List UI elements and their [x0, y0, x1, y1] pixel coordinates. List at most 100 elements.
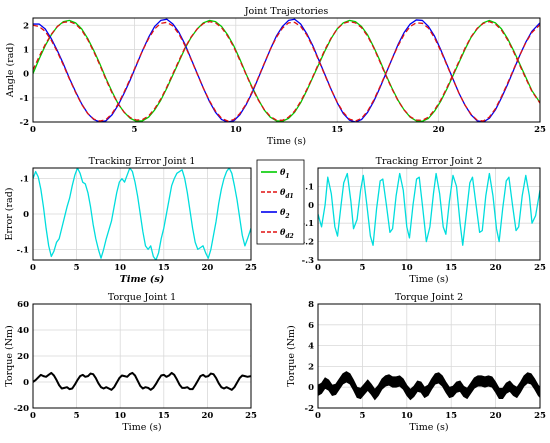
legend-subscript: d2: [285, 233, 293, 240]
x-tick-label: 25: [245, 263, 257, 273]
plot-area: [33, 18, 540, 122]
y-tick-label: 0: [308, 201, 314, 211]
y-tick-label: 6: [308, 321, 314, 331]
chart-title: Tracking Error Joint 1: [89, 156, 196, 167]
chart-err2: 0 5 10 15 20 25 -.3 -.2 -.1 0 .1 Tracking Error Joi…: [286, 156, 546, 285]
y-tick-label: 60: [17, 300, 29, 310]
plot-area: [318, 168, 540, 260]
series-group: [318, 172, 540, 246]
series-line-theta_d1: [33, 20, 540, 121]
y-tick-label: 40: [17, 326, 29, 336]
x-axis-label: Time (s): [409, 274, 448, 285]
x-tick-label: 20: [490, 263, 502, 273]
legend-label-theta_d1: θd1: [280, 187, 294, 200]
x-tick-label: 20: [201, 411, 213, 421]
x-tick-label: 10: [114, 263, 126, 273]
y-tick-label: 0: [23, 210, 29, 220]
legend-label-theta2: θ2: [280, 207, 290, 220]
x-tick-label: 25: [245, 411, 257, 421]
series-line-tau2: [318, 376, 540, 396]
chart-title: Joint Trajectories: [244, 6, 329, 17]
plot-border: [32, 303, 252, 409]
x-tick-label: 20: [201, 263, 213, 273]
x-tick-label: 15: [158, 263, 170, 273]
x-tick-label: 10: [401, 411, 413, 421]
series-line-theta1: [33, 19, 540, 122]
y-tick-label: -2: [305, 404, 315, 414]
chart-title: Torque Joint 2: [395, 292, 463, 303]
y-tick-label: .1: [305, 182, 314, 192]
y-tick-label: 0: [308, 383, 314, 393]
x-tick-label: 5: [359, 411, 365, 421]
legend-label-theta1: θ1: [280, 167, 290, 180]
series-group: [33, 18, 540, 122]
chart-title: Tracking Error Joint 2: [376, 156, 483, 167]
series-group: [318, 371, 540, 401]
legend-symbol: θ: [280, 227, 286, 237]
y-tick-label: -.1: [302, 219, 314, 229]
y-tick-label: -.3: [302, 256, 314, 266]
x-tick-label: 25: [534, 411, 546, 421]
plot-border: [32, 17, 541, 123]
x-axis-label: Time (s): [267, 136, 306, 147]
y-axis-label: Torque (Nm): [286, 325, 297, 386]
y-tick-label: -.2: [302, 238, 314, 248]
x-tick-label: 10: [114, 411, 126, 421]
y-tick-label: -1: [20, 94, 30, 104]
y-tick-label: -20: [14, 404, 29, 414]
y-tick-label: 1: [23, 45, 29, 55]
plot-border: [32, 167, 252, 261]
series-line-theta_d2: [33, 21, 540, 122]
x-tick-label: 15: [158, 411, 170, 421]
y-tick-label: 0: [23, 378, 29, 388]
legend-subscript: 1: [285, 173, 289, 180]
x-tick-label: 20: [490, 411, 502, 421]
x-tick-label: 0: [315, 411, 321, 421]
x-axis-label: Time (s): [122, 422, 161, 433]
x-tick-label: 5: [74, 411, 80, 421]
legend-symbol: θ: [280, 187, 286, 197]
series-group: [33, 168, 251, 260]
x-tick-label: 15: [445, 263, 457, 273]
x-tick-label: 0: [315, 263, 321, 273]
x-tick-label: 0: [30, 263, 36, 273]
x-tick-label: 0: [30, 411, 36, 421]
series-line-e1: [33, 168, 251, 260]
y-axis-label: Error (rad): [4, 188, 15, 241]
y-tick-label: -.1: [17, 245, 29, 255]
plot-border: [317, 303, 541, 409]
legend-label-theta_d2: θd2: [280, 227, 294, 240]
series-group: [33, 371, 251, 391]
x-axis-label: Time (s): [409, 422, 448, 433]
y-axis-label: Angle (rad): [5, 43, 16, 98]
chart-traj: 0 5 10 15 20 25 -2 -1 0 1 2 Joint Trajectories Time …: [5, 6, 546, 147]
series-line-e2: [318, 172, 540, 246]
y-tick-label: 2: [23, 21, 29, 31]
legend-subscript: 2: [284, 213, 289, 220]
y-tick-label: .1: [20, 175, 29, 185]
x-tick-label: 10: [401, 263, 413, 273]
x-tick-label: 15: [331, 125, 343, 135]
x-tick-label: 0: [30, 125, 36, 135]
legend-symbol: θ: [280, 207, 286, 217]
x-tick-label: 5: [131, 125, 137, 135]
legend-box: [256, 159, 305, 245]
x-tick-label: 25: [534, 263, 546, 273]
x-tick-label: 20: [433, 125, 445, 135]
x-tick-label: 5: [74, 263, 80, 273]
y-tick-label: 4: [308, 342, 314, 352]
y-axis-label: Torque (Nm): [4, 325, 15, 386]
legend-subscript: d1: [285, 193, 293, 200]
series-line-tau1: [33, 371, 251, 391]
plot-border: [317, 167, 541, 261]
x-tick-label: 10: [230, 125, 242, 135]
legend-symbol: θ: [280, 167, 286, 177]
y-tick-label: 0: [23, 70, 29, 80]
x-tick-label: 15: [445, 411, 457, 421]
x-tick-label: 5: [359, 263, 365, 273]
